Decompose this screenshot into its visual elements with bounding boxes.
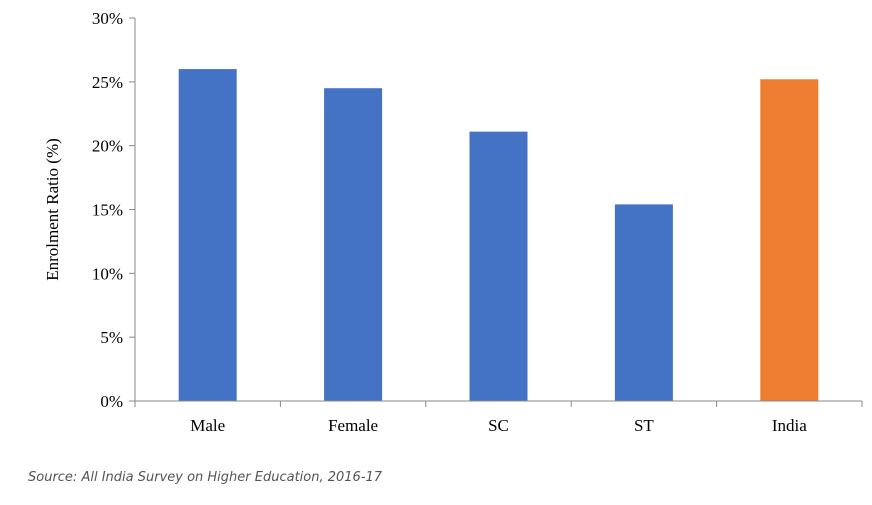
x-tick-label: Male [190,416,225,435]
x-tick-label: India [772,416,807,435]
bar-india [760,79,819,401]
x-tick-label: SC [488,416,509,435]
bar-sc [469,131,528,401]
y-tick-label: 15% [92,201,123,220]
y-tick-label: 0% [100,392,123,411]
y-axis-title: Enrolment Ratio (%) [43,138,62,281]
y-tick-label: 10% [92,264,123,283]
bar-male [178,69,237,402]
x-axis-labels: Male Female SC ST India [134,401,863,435]
y-tick-label: 30% [92,9,123,28]
source-note: Source: All India Survey on Higher Educa… [28,470,383,485]
y-axis-ticks: 0% 5% 10% 15% 20% 25% 30% [92,9,135,411]
y-tick-label: 20% [92,137,123,156]
x-tick-label: Female [328,416,378,435]
x-tick-label: ST [634,416,654,435]
y-tick-label: 5% [100,328,123,347]
y-tick-label: 25% [92,73,123,92]
bars [178,69,819,402]
bar-st [614,204,673,401]
bar-female [324,88,383,401]
